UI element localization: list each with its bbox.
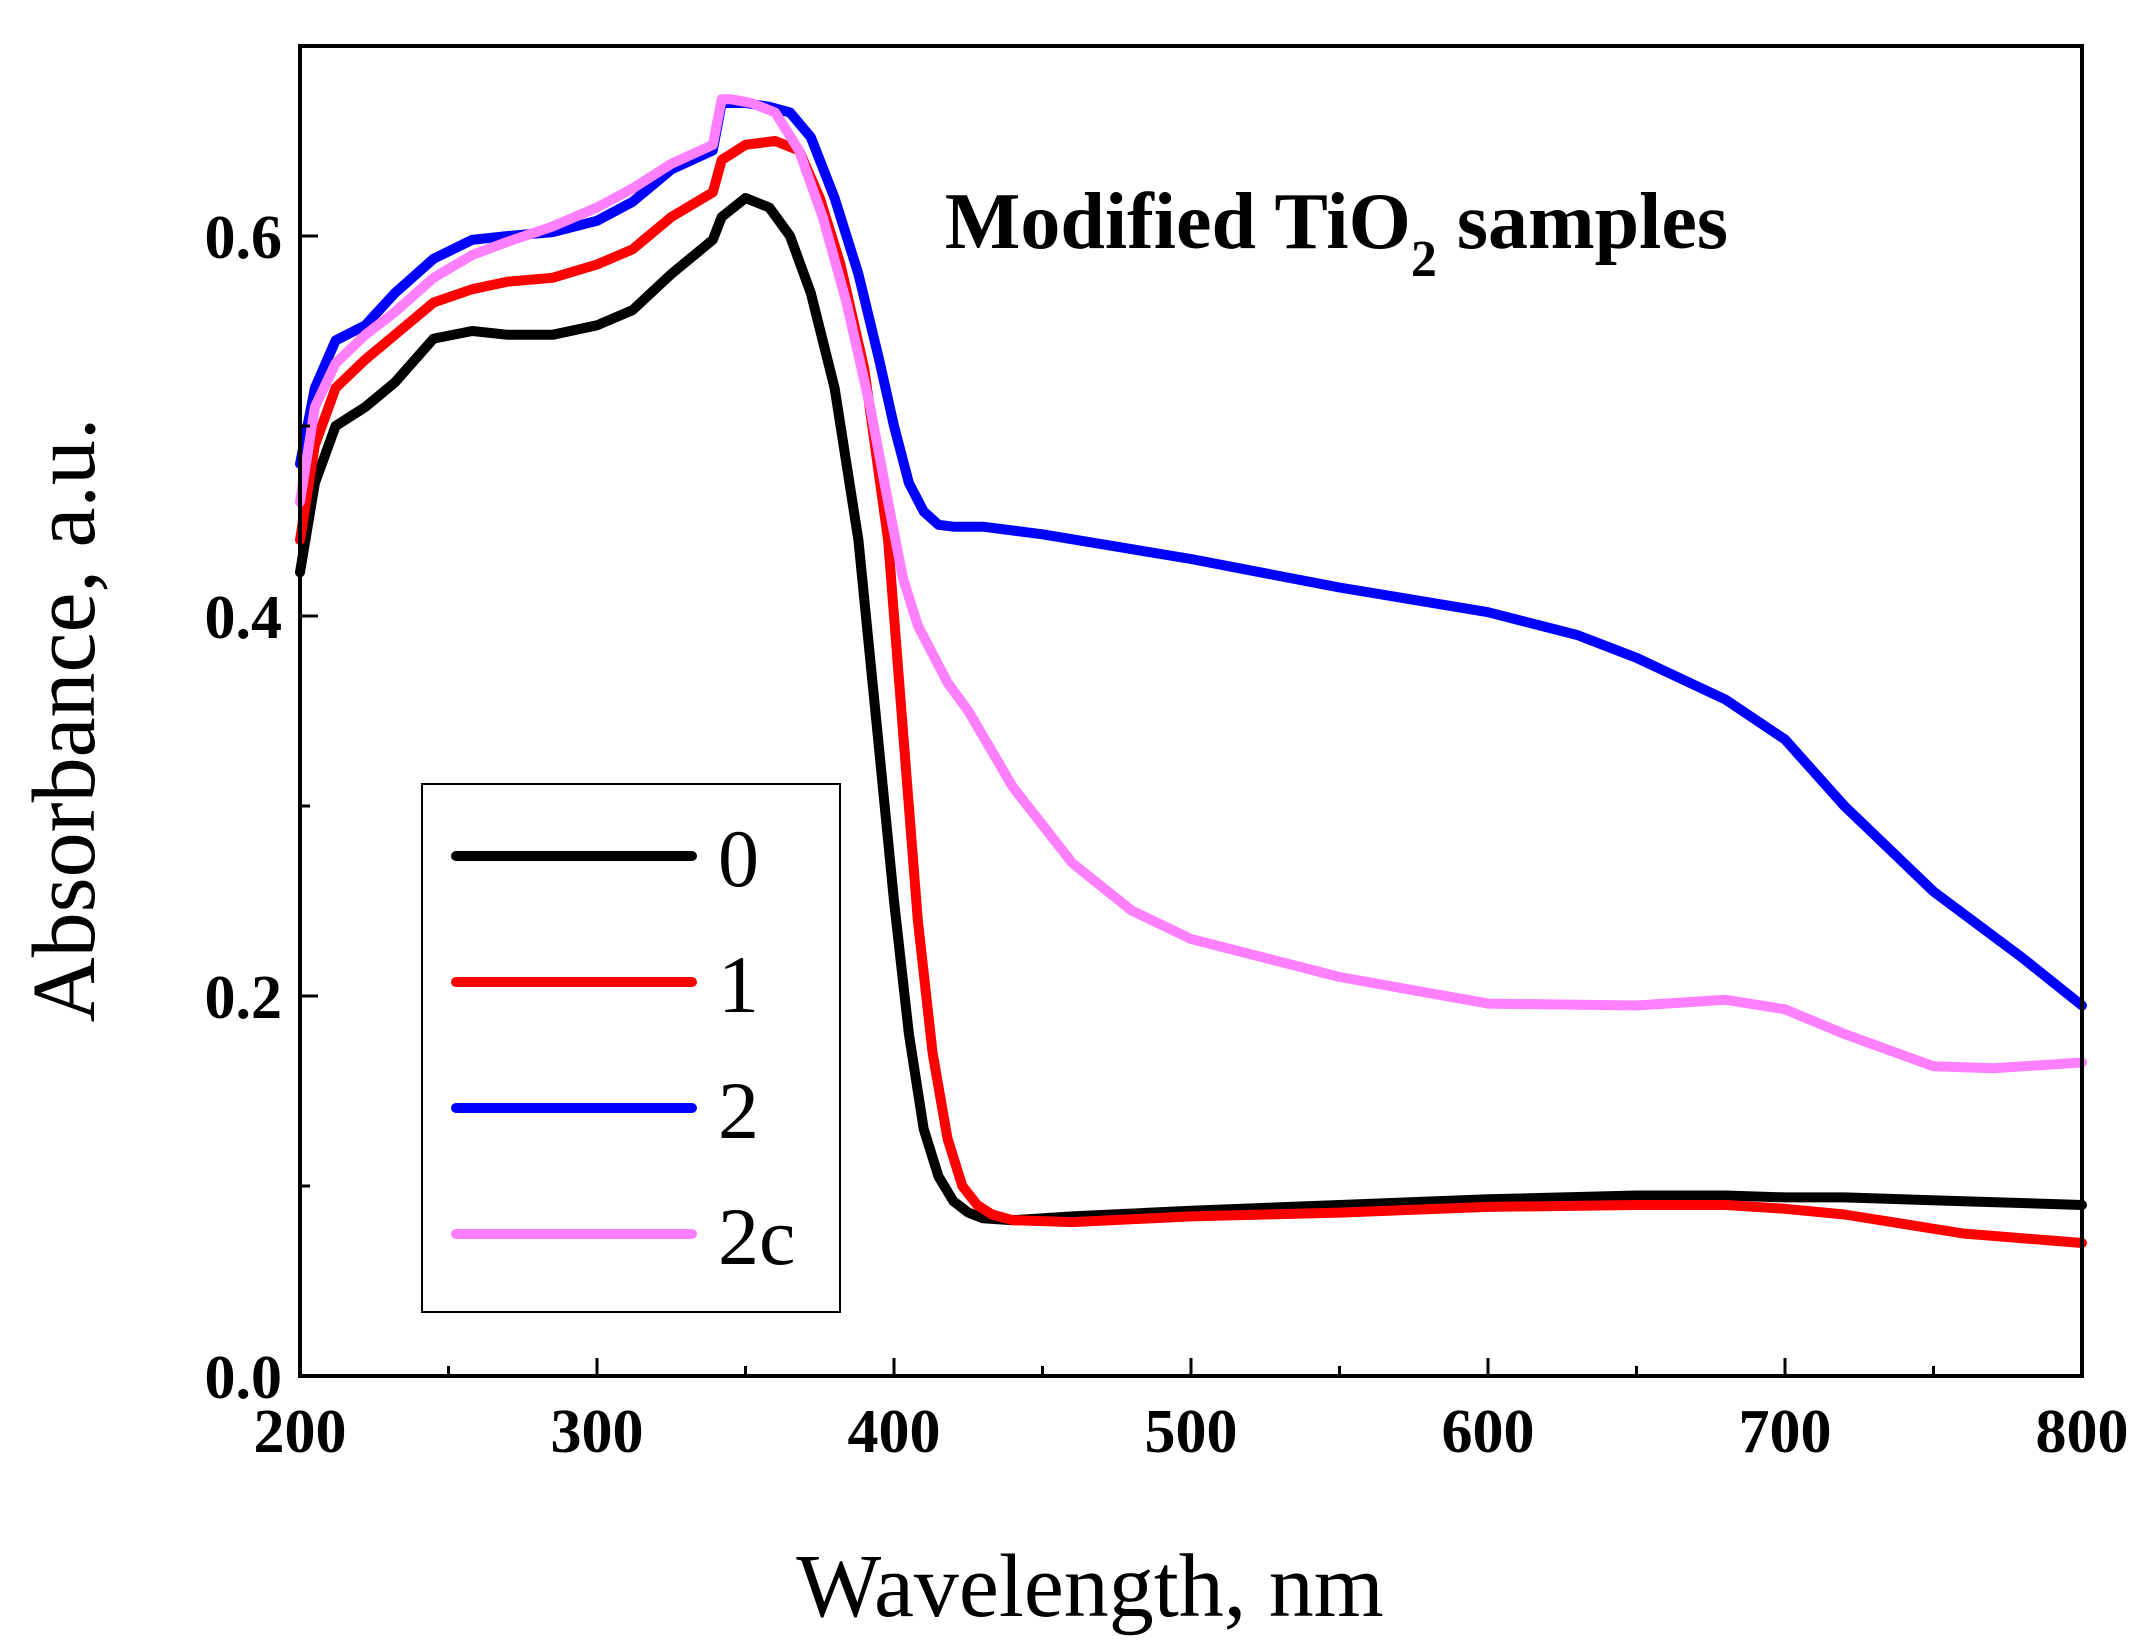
legend-entries: 0 1 2 2c: [451, 813, 795, 1282]
annotation-title: Modified TiO2 samples: [945, 178, 1728, 288]
series-layer: [295, 94, 2087, 1248]
y-tick-label-0.2: 0.2: [205, 964, 283, 1032]
x-tick-label-800: 800: [2036, 1398, 2129, 1466]
x-axis-title: Wavelength, nm: [796, 1537, 1384, 1636]
y-tick-label-0.4: 0.4: [205, 584, 283, 652]
series-line-2: [295, 98, 2087, 1011]
x-tick-label-600: 600: [1442, 1398, 1535, 1466]
x-tick-label-700: 700: [1739, 1398, 1832, 1466]
y-tick-label-0.6: 0.6: [205, 204, 283, 272]
y-tick-label-0.0: 0.0: [205, 1344, 283, 1412]
series-line-0: [295, 193, 2087, 1226]
legend-label-2c: 2c: [718, 1191, 795, 1282]
x-tick-label-500: 500: [1145, 1398, 1238, 1466]
legend: 0 1 2 2c: [421, 783, 841, 1313]
tick-layer: 200 300 400 500 600 700 800 0.0 0.2 0.4 0.6: [205, 204, 2129, 1466]
legend-box: [421, 783, 841, 1313]
y-axis-title: Absorbance, a.u.: [15, 418, 114, 1023]
x-tick-label-300: 300: [551, 1398, 644, 1466]
legend-label-2: 2: [718, 1065, 759, 1156]
x-tick-label-200: 200: [254, 1398, 347, 1466]
legend-label-0: 0: [718, 813, 759, 904]
series-line-2c: [295, 94, 2087, 1074]
x-tick-label-400: 400: [848, 1398, 941, 1466]
legend-label-1: 1: [718, 939, 759, 1030]
